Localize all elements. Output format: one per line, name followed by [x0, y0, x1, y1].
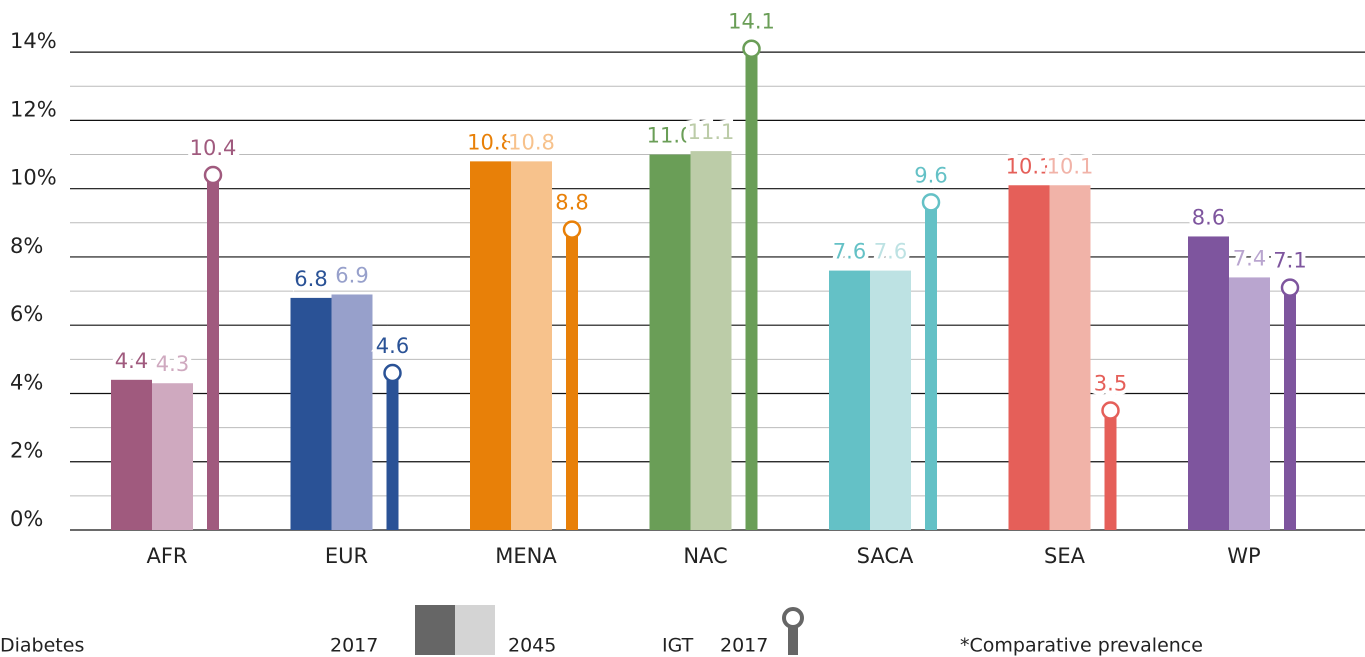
value-label: 10.1: [1047, 154, 1094, 178]
bar: [1049, 185, 1091, 530]
legend-lollipop-stem: [788, 618, 798, 655]
lollipop-head: [203, 165, 223, 185]
value-label: 10.8: [508, 130, 555, 154]
bar: [111, 379, 152, 530]
footnote: *Comparative prevalence: [960, 635, 1203, 657]
lollipop-stem: [386, 372, 399, 530]
legend-label: 2045: [508, 635, 556, 657]
lollipop-stem: [566, 229, 578, 531]
value-label: 7.6: [833, 240, 866, 264]
lollipop-stem: [745, 48, 758, 530]
lollipop-head: [742, 39, 761, 58]
bar: [290, 297, 332, 530]
x-tick-label: SACA: [857, 544, 914, 568]
bar: [1188, 236, 1229, 530]
bar: [470, 161, 511, 531]
value-label: 7.6: [874, 240, 907, 264]
value-label: 8.8: [555, 191, 588, 215]
value-label: 8.6: [1192, 205, 1225, 229]
bar: [1008, 185, 1050, 530]
bar: [829, 270, 870, 530]
bar: [870, 270, 911, 530]
y-tick-label: 4%: [10, 370, 43, 394]
bar: [331, 294, 373, 530]
value-label: 9.6: [914, 163, 947, 187]
x-tick-label: NAC: [683, 544, 727, 568]
bar: [649, 154, 691, 531]
value-label: 10.4: [190, 136, 237, 160]
y-tick-label: 8%: [10, 234, 43, 258]
value-label: 7.4: [1233, 246, 1266, 270]
value-label: 10.8: [467, 130, 514, 154]
lollipop-head: [1280, 278, 1300, 297]
y-tick-label: 2%: [10, 439, 43, 463]
x-tick-label: EUR: [325, 544, 368, 568]
value-label: 4.4: [115, 349, 148, 373]
lollipop-head: [921, 193, 941, 212]
x-tick-label: AFR: [146, 544, 187, 568]
legend-label: 2017: [330, 635, 378, 657]
lollipop-stem: [1284, 287, 1296, 530]
lollipop-head: [1101, 401, 1120, 420]
value-label: 6.9: [335, 263, 368, 287]
lollipop-head: [562, 220, 582, 239]
legend-group: IGT: [662, 635, 694, 657]
bar: [511, 161, 552, 531]
y-tick-label: 10%: [10, 166, 57, 190]
lollipop-stem: [925, 202, 937, 530]
value-label: 6.8: [294, 267, 327, 291]
bar: [1229, 277, 1270, 530]
legend-swatch: [415, 605, 455, 655]
value-label: 11.0: [647, 124, 694, 148]
legend-swatch: [455, 605, 495, 655]
bar: [152, 383, 193, 530]
legend-group: Diabetes: [0, 635, 84, 657]
x-tick-label: WP: [1227, 544, 1260, 568]
x-tick-label: MENA: [495, 544, 557, 568]
x-tick-label: SEA: [1044, 544, 1086, 568]
value-label: 10.1: [1006, 154, 1053, 178]
y-tick-label: 14%: [10, 29, 57, 53]
lollipop-stem: [1104, 410, 1117, 530]
lollipop-stem: [207, 175, 219, 530]
value-label: 4.3: [156, 352, 189, 376]
y-tick-label: 12%: [10, 97, 57, 121]
value-label: 4.6: [376, 334, 409, 358]
legend-lollipop-head: [782, 607, 804, 629]
value-label: 14.1: [728, 10, 775, 34]
y-tick-label: 6%: [10, 302, 43, 326]
y-tick-label: 0%: [10, 507, 43, 531]
bar: [690, 151, 732, 530]
lollipop-head: [383, 363, 402, 383]
value-label: 11.1: [688, 120, 735, 144]
value-label: 7.1: [1273, 249, 1306, 273]
legend-label: 2017: [720, 635, 768, 657]
value-label: 3.5: [1094, 372, 1127, 396]
